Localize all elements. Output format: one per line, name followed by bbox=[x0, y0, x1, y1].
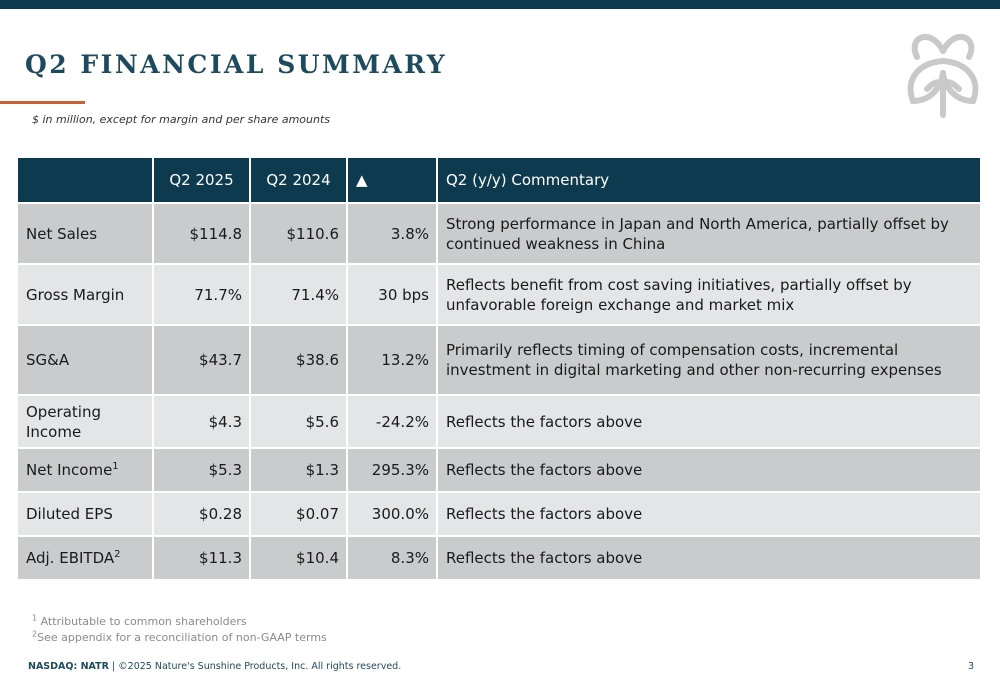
cell-q2-2024: 71.4% bbox=[251, 263, 348, 324]
cell-q2-2025: $11.3 bbox=[154, 535, 251, 579]
footer: NASDAQ: NATR | ©2025 Nature's Sunshine P… bbox=[28, 661, 401, 672]
row-label: Operating Income bbox=[18, 394, 154, 447]
page-subtitle: $ in million, except for margin and per … bbox=[32, 113, 331, 126]
cell-commentary: Reflects the factors above bbox=[438, 535, 980, 579]
table-row: Net Sales $114.8 $110.6 3.8% Strong perf… bbox=[18, 202, 980, 263]
cell-q2-2025: $114.8 bbox=[154, 202, 251, 263]
footnote: 2See appendix for a reconciliation of no… bbox=[32, 629, 327, 644]
cell-change: 300.0% bbox=[348, 491, 438, 535]
table-row: Diluted EPS $0.28 $0.07 300.0% Reflects … bbox=[18, 491, 980, 535]
cell-commentary: Reflects benefit from cost saving initia… bbox=[438, 263, 980, 324]
cell-commentary: Primarily reflects timing of compensatio… bbox=[438, 324, 980, 394]
cell-commentary: Reflects the factors above bbox=[438, 447, 980, 491]
cell-change: 30 bps bbox=[348, 263, 438, 324]
financial-summary-table: Q2 2025 Q2 2024 ▲ Q2 (y/y) Commentary Ne… bbox=[18, 158, 980, 579]
header-cell-change: ▲ bbox=[348, 158, 438, 202]
header-cell-q2-2024: Q2 2024 bbox=[251, 158, 348, 202]
cell-commentary: Reflects the factors above bbox=[438, 491, 980, 535]
leaf-logo-icon bbox=[907, 34, 979, 118]
footer-copyright: | ©2025 Nature's Sunshine Products, Inc.… bbox=[108, 661, 402, 672]
top-bar bbox=[0, 0, 1000, 9]
table-row: Adj. EBITDA2 $11.3 $10.4 8.3% Reflects t… bbox=[18, 535, 980, 579]
row-label: Diluted EPS bbox=[18, 491, 154, 535]
cell-change: 3.8% bbox=[348, 202, 438, 263]
cell-q2-2025: $5.3 bbox=[154, 447, 251, 491]
cell-q2-2024: $110.6 bbox=[251, 202, 348, 263]
cell-q2-2025: $43.7 bbox=[154, 324, 251, 394]
row-label: Adj. EBITDA2 bbox=[18, 535, 154, 579]
title-accent-line bbox=[0, 101, 85, 104]
footnotes: 1 Attributable to common shareholders 2S… bbox=[32, 614, 327, 646]
table-row: Gross Margin 71.7% 71.4% 30 bps Reflects… bbox=[18, 263, 980, 324]
cell-q2-2024: $0.07 bbox=[251, 491, 348, 535]
table-row: Operating Income $4.3 $5.6 -24.2% Reflec… bbox=[18, 394, 980, 447]
row-label: Gross Margin bbox=[18, 263, 154, 324]
cell-q2-2025: $4.3 bbox=[154, 394, 251, 447]
cell-change: 13.2% bbox=[348, 324, 438, 394]
cell-q2-2024: $1.3 bbox=[251, 447, 348, 491]
table-row: SG&A $43.7 $38.6 13.2% Primarily reflect… bbox=[18, 324, 980, 394]
cell-change: 8.3% bbox=[348, 535, 438, 579]
header-cell-q2-2025: Q2 2025 bbox=[154, 158, 251, 202]
header-cell-label bbox=[18, 158, 154, 202]
cell-change: -24.2% bbox=[348, 394, 438, 447]
row-label: Net Sales bbox=[18, 202, 154, 263]
cell-change: 295.3% bbox=[348, 447, 438, 491]
cell-q2-2024: $5.6 bbox=[251, 394, 348, 447]
header-cell-commentary: Q2 (y/y) Commentary bbox=[438, 158, 980, 202]
cell-q2-2024: $10.4 bbox=[251, 535, 348, 579]
footnote: 1 Attributable to common shareholders bbox=[32, 613, 247, 628]
table-header-row: Q2 2025 Q2 2024 ▲ Q2 (y/y) Commentary bbox=[18, 158, 980, 202]
page-title: Q2 FINANCIAL SUMMARY bbox=[25, 50, 448, 79]
cell-commentary: Strong performance in Japan and North Am… bbox=[438, 202, 980, 263]
cell-q2-2025: $0.28 bbox=[154, 491, 251, 535]
cell-q2-2025: 71.7% bbox=[154, 263, 251, 324]
row-label: Net Income1 bbox=[18, 447, 154, 491]
page-number: 3 bbox=[968, 661, 975, 672]
footer-ticker: NASDAQ: NATR bbox=[28, 661, 109, 672]
table-row: Net Income1 $5.3 $1.3 295.3% Reflects th… bbox=[18, 447, 980, 491]
row-label: SG&A bbox=[18, 324, 154, 394]
cell-commentary: Reflects the factors above bbox=[438, 394, 980, 447]
cell-q2-2024: $38.6 bbox=[251, 324, 348, 394]
